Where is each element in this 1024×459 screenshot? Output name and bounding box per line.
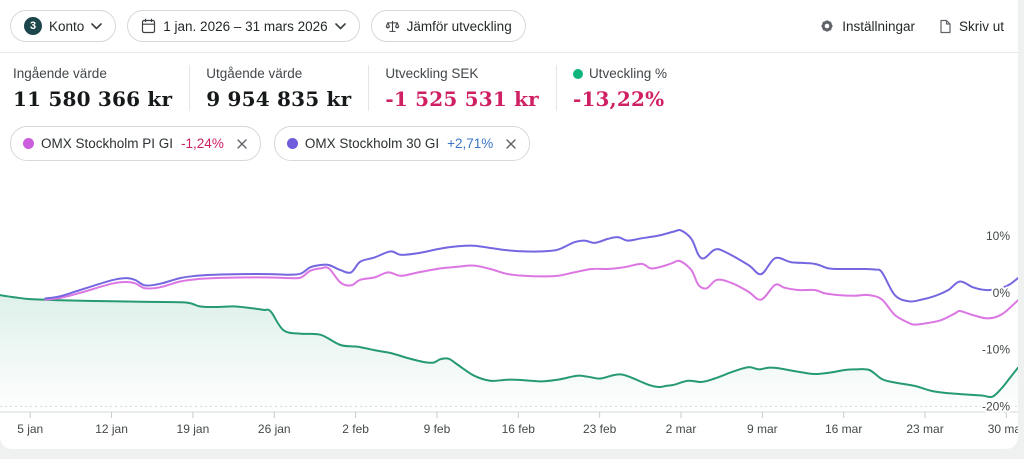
x-axis-label: 9 mar xyxy=(747,422,778,436)
chip-change: -1,24% xyxy=(181,136,224,151)
account-count-badge: 3 xyxy=(24,17,42,35)
x-axis-label: 30 mar xyxy=(988,422,1018,436)
performance-chart[interactable]: 5 jan 12 jan 19 jan 26 jan 2 feb 9 feb 16 feb 2… xyxy=(0,185,1018,449)
chevron-down-icon xyxy=(91,22,103,30)
x-axis-label: 23 feb xyxy=(583,422,617,436)
close-icon[interactable] xyxy=(236,138,248,150)
x-axis-label: 16 mar xyxy=(825,422,862,436)
series-dot-icon xyxy=(286,138,298,149)
compare-button-label: Jämför utveckling xyxy=(406,18,512,34)
settings-button-label: Inställningar xyxy=(842,18,915,34)
green-dot-icon xyxy=(572,69,583,79)
y-axis-label: 10% xyxy=(986,229,1010,243)
stat-label: Utveckling % xyxy=(572,65,667,83)
summary-stats: Ingående värde 11 580 366 kr Utgående vä… xyxy=(0,53,1018,113)
chip-label: OMX Stockholm PI GI xyxy=(41,136,174,151)
date-range-label: 1 jan. 2026 – 31 mars 2026 xyxy=(163,18,328,34)
y-axis-label: -10% xyxy=(982,343,1010,357)
x-axis-label: 5 jan xyxy=(17,422,43,436)
x-axis-label: 26 jan xyxy=(258,422,291,436)
stat-value: 11 580 366 kr xyxy=(13,87,173,111)
stat-value: 9 954 835 kr xyxy=(206,87,352,111)
stat-utveckling-sek: Utveckling SEK -1 525 531 kr xyxy=(385,65,557,111)
stat-label: Ingående värde xyxy=(13,66,107,81)
account-selector-label: Konto xyxy=(49,18,85,34)
comparison-chips: OMX Stockholm PI GI -1,24% OMX Stockholm… xyxy=(0,113,1018,161)
series-line-2 xyxy=(44,228,1018,303)
stat-ingaende-varde: Ingående värde 11 580 366 kr xyxy=(13,65,191,111)
chip-omx-stockholm-30-gi[interactable]: OMX Stockholm 30 GI +2,71% xyxy=(273,126,531,161)
x-axis-label: 12 jan xyxy=(95,422,128,436)
stat-value: -1 525 531 kr xyxy=(385,87,539,111)
document-icon xyxy=(939,19,952,34)
toolbar-actions: Inställningar Skriv ut xyxy=(819,18,1004,34)
account-selector[interactable]: 3 Konto xyxy=(10,10,117,42)
chip-omx-stockholm-pi-gi[interactable]: OMX Stockholm PI GI -1,24% xyxy=(10,126,261,161)
print-button-label: Skriv ut xyxy=(958,18,1004,34)
performance-panel: 3 Konto 1 jan. 2026 – 31 mars 2026 xyxy=(0,0,1018,449)
stat-utgaende-varde: Utgående värde 9 954 835 kr xyxy=(206,65,370,111)
stat-utveckling-procent: Utveckling % -13,22% xyxy=(572,65,684,111)
date-range-selector[interactable]: 1 jan. 2026 – 31 mars 2026 xyxy=(127,10,360,42)
x-axis-label: 2 mar xyxy=(666,422,697,436)
x-axis-label: 9 feb xyxy=(424,422,451,436)
stat-label: Utgående värde xyxy=(206,66,303,81)
chip-label: OMX Stockholm 30 GI xyxy=(304,136,440,151)
chip-change: +2,71% xyxy=(447,136,494,151)
x-axis-label: 19 jan xyxy=(177,422,210,436)
series-area-0 xyxy=(0,295,1018,412)
chart-canvas[interactable]: 5 jan 12 jan 19 jan 26 jan 2 feb 9 feb 16 feb 2… xyxy=(0,185,1018,449)
gear-icon xyxy=(819,18,835,34)
x-axis-label: 23 mar xyxy=(906,422,943,436)
toolbar: 3 Konto 1 jan. 2026 – 31 mars 2026 xyxy=(0,0,1018,53)
series-line-0 xyxy=(0,294,1018,399)
compare-button[interactable]: Jämför utveckling xyxy=(370,10,526,42)
calendar-icon xyxy=(141,18,156,34)
print-button[interactable]: Skriv ut xyxy=(939,19,1004,34)
series-dot-icon xyxy=(23,138,34,149)
x-axis-label: 16 feb xyxy=(502,422,536,436)
stat-value: -13,22% xyxy=(572,87,665,111)
scale-icon xyxy=(385,19,400,34)
settings-button[interactable]: Inställningar xyxy=(819,18,915,34)
series-line-1 xyxy=(44,259,1018,326)
stat-label: Utveckling SEK xyxy=(385,66,479,81)
y-axis-label: -20% xyxy=(982,399,1010,413)
close-icon[interactable] xyxy=(505,138,517,150)
y-axis-label: 0% xyxy=(993,286,1011,300)
chevron-down-icon xyxy=(334,22,346,30)
x-axis-label: 2 feb xyxy=(342,422,369,436)
stat-label-text: Utveckling % xyxy=(588,66,667,81)
